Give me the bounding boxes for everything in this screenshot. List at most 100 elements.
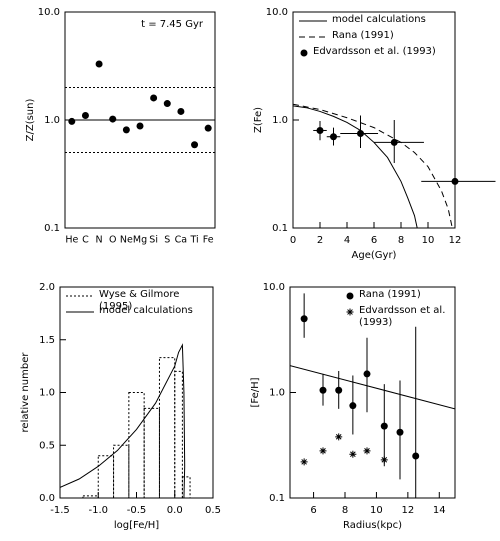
- x-tick-label: Ti: [189, 235, 198, 246]
- x-tick-label: 10: [370, 505, 383, 516]
- x-tick-label: O: [109, 235, 116, 246]
- x-tick-label: 6: [310, 505, 316, 516]
- y-tick-label: 1.0: [44, 115, 60, 126]
- x-tick-label: 14: [433, 505, 446, 516]
- y-axis-label: Z(Fe): [253, 107, 264, 133]
- x-tick-label: 8: [342, 505, 348, 516]
- legend-entry: Rana (1991): [332, 30, 394, 41]
- point: [109, 115, 117, 123]
- x-tick-label: S: [164, 235, 170, 246]
- histogram-bar: [143, 407, 160, 498]
- y-axis-label: relative number: [20, 352, 31, 433]
- x-tick-label: -0.5: [127, 505, 147, 516]
- line-series: [290, 365, 455, 410]
- legend-entry: Edvardsson et al. (1993): [359, 305, 446, 328]
- point: [177, 107, 185, 115]
- point: [330, 133, 337, 141]
- histogram-bar: [174, 370, 183, 498]
- point: [335, 433, 343, 441]
- legend-entry: Rana (1991): [359, 289, 421, 300]
- point: [300, 458, 308, 466]
- point: [451, 177, 459, 185]
- x-tick-label: 12: [401, 505, 414, 516]
- x-axis-label: Radius(kpc): [343, 520, 402, 531]
- point: [412, 452, 420, 460]
- point: [136, 122, 144, 130]
- panel: 0.0 0.5 1.0 1.5 2.0 -1.5 -1.0 -0.5 0.0 0.5 log[Fe/…: [20, 282, 221, 531]
- line-series: [293, 105, 418, 228]
- point: [150, 94, 158, 102]
- x-tick-label: 0.5: [205, 505, 221, 516]
- x-tick-label: 2: [317, 235, 323, 246]
- point: [319, 447, 327, 455]
- x-tick-label: 4: [344, 235, 350, 246]
- panel: 0.1 1.0 10.0 He C N O Ne Mg Si S Ca Ti Fe Z/Z(sun) t = …: [25, 7, 216, 246]
- point: [380, 456, 388, 464]
- point: [396, 428, 404, 436]
- histogram-bar: [158, 357, 176, 498]
- x-tick-label: Ne: [120, 235, 133, 246]
- panel: 0.1 1.0 10.0 6 8 10 12 14 Radius(kpc) [Fe/H] Rana …: [250, 282, 456, 531]
- x-tick-label: 8: [398, 235, 404, 246]
- point: [122, 126, 130, 134]
- histogram-bar: [113, 444, 130, 498]
- point: [363, 370, 371, 378]
- point: [357, 129, 364, 137]
- annotation: t = 7.45 Gyr: [141, 19, 204, 30]
- x-axis-label: log[Fe/H]: [114, 520, 159, 531]
- line-series: [293, 103, 453, 228]
- y-tick-label: 1.0: [39, 388, 55, 399]
- point: [191, 141, 199, 149]
- y-tick-label: 10.0: [266, 7, 288, 18]
- point: [163, 100, 171, 108]
- point: [349, 450, 357, 458]
- legend-swatch: [346, 308, 354, 316]
- point: [363, 447, 371, 455]
- x-tick-label: -1.0: [88, 505, 108, 516]
- x-tick-label: 10: [422, 235, 435, 246]
- x-tick-label: Fe: [203, 235, 214, 246]
- x-tick-label: 6: [371, 235, 377, 246]
- x-tick-label: He: [65, 235, 78, 246]
- point: [316, 126, 324, 134]
- x-tick-label: Ca: [175, 235, 187, 246]
- histogram-bar: [128, 392, 145, 498]
- legend-label: Edvardsson et al. (1993): [359, 305, 446, 328]
- y-tick-label: 10.0: [38, 7, 60, 18]
- x-tick-label: 12: [449, 235, 462, 246]
- histogram-bar: [97, 455, 115, 498]
- y-tick-label: 1.0: [272, 115, 288, 126]
- legend-label: model calculations: [332, 14, 426, 25]
- plot-area: [293, 103, 453, 228]
- point: [81, 112, 89, 120]
- x-tick-label: 0.0: [167, 505, 183, 516]
- point: [204, 124, 212, 132]
- x-tick-label: C: [82, 235, 89, 246]
- point: [380, 422, 388, 430]
- legend-label: Wyse & Gilmore (1995): [99, 289, 180, 312]
- legend-label: Rana (1991): [332, 30, 394, 41]
- x-tick-label: 0: [290, 235, 296, 246]
- y-tick-label: 0.0: [39, 493, 55, 504]
- point: [319, 386, 327, 394]
- plot-area: [60, 343, 191, 498]
- legend-entry: Wyse & Gilmore (1995): [99, 289, 180, 312]
- y-tick-label: 0.1: [269, 493, 285, 504]
- point: [349, 402, 357, 410]
- point: [300, 315, 308, 323]
- legend-entry: Edvardsson et al. (1993): [313, 46, 436, 57]
- y-tick-label: 2.0: [39, 282, 55, 293]
- x-tick-label: Mg: [133, 235, 147, 246]
- legend-label: model calculations: [99, 305, 193, 316]
- y-tick-label: 0.1: [44, 223, 60, 234]
- legend-entry: model calculations: [99, 305, 193, 316]
- point: [68, 117, 76, 125]
- legend-swatch: [346, 292, 354, 300]
- point: [390, 138, 398, 146]
- legend-entry: model calculations: [332, 14, 426, 25]
- y-tick-label: 10.0: [263, 282, 285, 293]
- y-tick-label: 0.1: [272, 223, 288, 234]
- x-tick-label: Si: [149, 235, 158, 246]
